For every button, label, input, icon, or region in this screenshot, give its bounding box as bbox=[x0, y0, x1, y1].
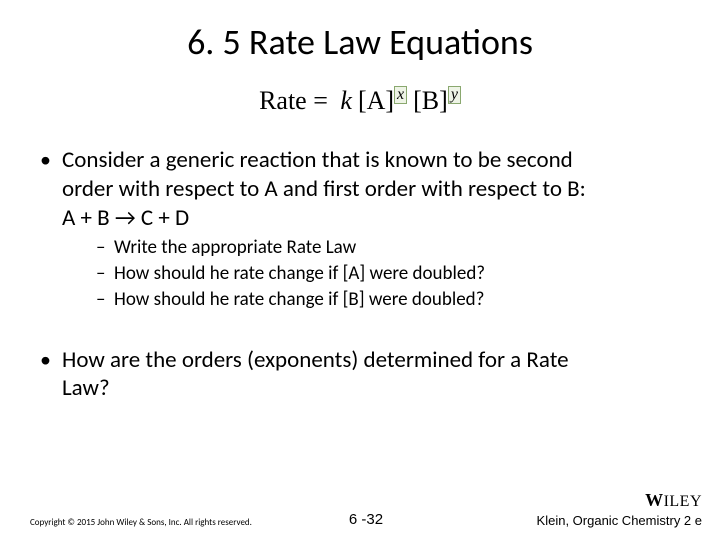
sub-bullet-item: How should he rate change if [A] were do… bbox=[96, 262, 680, 286]
eq-exp-x: x bbox=[394, 86, 407, 104]
bullet-item: How are the orders (exponents) determine… bbox=[40, 346, 680, 404]
eq-k: k bbox=[340, 86, 352, 115]
content-area: Consider a generic reaction that is know… bbox=[40, 146, 680, 403]
book-reference: Klein, Organic Chemistry 2 e bbox=[537, 513, 702, 528]
sub-bullet-text: Write the appropriate Rate Law bbox=[114, 236, 356, 259]
spacer bbox=[40, 318, 680, 346]
slide: 6. 5 Rate Law Equations Rate = k[A]x [B]y… bbox=[0, 0, 720, 540]
slide-title: 6. 5 Rate Law Equations bbox=[40, 20, 680, 64]
wiley-logo: WILEY bbox=[537, 490, 702, 511]
bullet-text: order with respect to A and first order … bbox=[62, 175, 586, 203]
sub-bullet-item: How should he rate change if [B] were do… bbox=[96, 288, 680, 312]
eq-term-b: [B] bbox=[413, 86, 448, 115]
copyright-text: Copyright © 2015 John Wiley & Sons, Inc.… bbox=[30, 517, 252, 528]
eq-term-a: [A] bbox=[358, 86, 394, 115]
eq-rate-label: Rate bbox=[259, 86, 307, 115]
logo-text: ILEY bbox=[664, 493, 702, 510]
bullet-item: Consider a generic reaction that is know… bbox=[40, 146, 680, 312]
reaction-line: A + B → C + D bbox=[62, 204, 189, 232]
sub-bullet-list: Write the appropriate Rate Law How shoul… bbox=[62, 236, 680, 311]
sub-bullet-text: How should he rate change if [B] were do… bbox=[114, 288, 484, 311]
page-number: 6 -32 bbox=[349, 511, 383, 528]
bullet-text: Consider a generic reaction that is know… bbox=[62, 146, 573, 174]
rate-equation: Rate = k[A]x [B]y bbox=[40, 86, 680, 116]
eq-equals: = bbox=[307, 86, 335, 115]
bullet-list: How are the orders (exponents) determine… bbox=[40, 346, 680, 404]
eq-exp-y: y bbox=[448, 86, 461, 104]
sub-bullet-text: How should he rate change if [A] were do… bbox=[114, 262, 485, 285]
footer-right: WILEY Klein, Organic Chemistry 2 e bbox=[537, 490, 702, 528]
footer: Copyright © 2015 John Wiley & Sons, Inc.… bbox=[30, 490, 702, 528]
equation-box: Rate = k[A]x [B]y bbox=[259, 86, 461, 116]
bullet-text: Law? bbox=[62, 374, 110, 402]
bullet-text: How are the orders (exponents) determine… bbox=[62, 346, 569, 374]
bullet-list: Consider a generic reaction that is know… bbox=[40, 146, 680, 312]
sub-bullet-item: Write the appropriate Rate Law bbox=[96, 236, 680, 260]
